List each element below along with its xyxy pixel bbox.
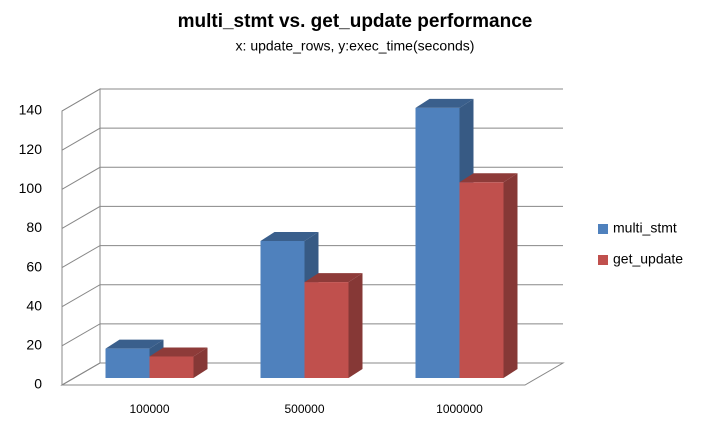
left-wall (61, 88, 101, 386)
bar-top (415, 98, 474, 108)
grid-line (61, 205, 563, 229)
chart-subtitle: x: update_rows, y:exec_time(seconds) (236, 38, 475, 54)
y-tick-label: 20 (26, 337, 42, 353)
y-tick-label: 80 (26, 219, 42, 235)
bar-side (503, 173, 518, 378)
legend-label: get_update (613, 251, 683, 267)
bar (459, 182, 504, 378)
bar (304, 282, 349, 378)
bar-top (304, 273, 363, 283)
grid-line (61, 166, 563, 190)
grid-line (61, 362, 563, 386)
y-tick-label: 140 (19, 102, 43, 118)
y-tick-label: 0 (34, 376, 42, 392)
bar-top (260, 232, 319, 241)
legend-label: multi_stmt (613, 220, 677, 236)
y-tick-label: 60 (26, 258, 42, 274)
bar-top (459, 173, 518, 183)
grid-line (61, 127, 563, 151)
grid-line (61, 284, 563, 308)
bar-side (193, 347, 208, 378)
bar-top (105, 339, 164, 349)
bar (415, 107, 460, 379)
y-tick-label: 120 (19, 141, 43, 157)
bar (105, 348, 150, 378)
y-tick-label: 40 (26, 297, 42, 313)
x-tick-label: 100000 (129, 402, 169, 416)
x-tick-label: 500000 (284, 402, 324, 416)
grid-line (61, 88, 563, 112)
bar (260, 241, 305, 378)
x-tick-label: 1000000 (436, 402, 483, 416)
bar-side (348, 273, 363, 378)
chart-title: multi_stmt vs. get_update performance (178, 11, 533, 32)
y-tick-label: 100 (19, 180, 43, 196)
legend-swatch (598, 255, 608, 265)
bar (149, 356, 194, 378)
legend-swatch (598, 224, 608, 234)
grid-line (61, 245, 563, 269)
grid-line (61, 323, 563, 347)
bar-top (149, 347, 208, 357)
